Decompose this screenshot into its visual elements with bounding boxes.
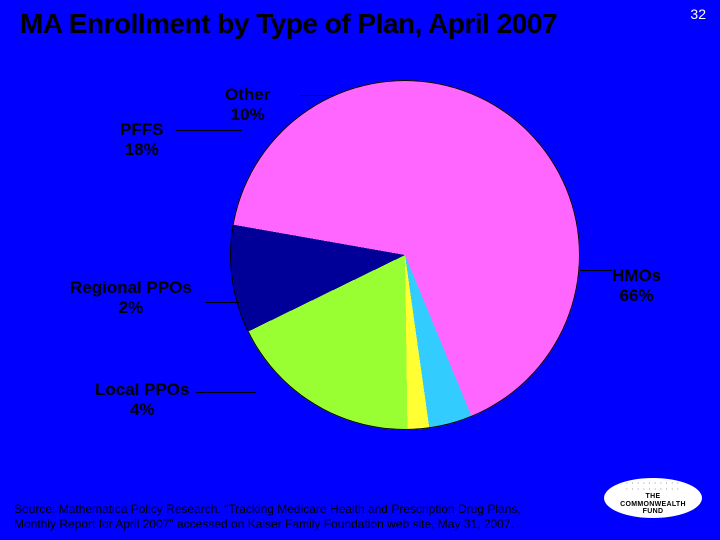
source-citation: Source: Mathematica Policy Research. "Tr… <box>14 502 534 532</box>
leader-line <box>205 302 239 303</box>
slide-canvas: MA Enrollment by Type of Plan, April 200… <box>0 0 720 540</box>
leader-line <box>176 130 242 131</box>
pie-label-other: Other 10% <box>225 85 270 126</box>
pie-label-local-ppos: Local PPOs 4% <box>95 380 189 421</box>
slide-title: MA Enrollment by Type of Plan, April 200… <box>20 8 557 40</box>
pie-label-pffs: PFFS 18% <box>120 120 163 161</box>
pie-label-hmos: HMOs 66% <box>612 266 661 307</box>
page-number: 32 <box>690 6 706 22</box>
leader-line <box>196 392 256 393</box>
pie-label-regional-ppos: Regional PPOs 2% <box>70 278 192 319</box>
logo-line2: COMMONWEALTH <box>620 501 686 508</box>
leader-line <box>300 95 334 96</box>
logo-line3: FUND <box>643 508 664 515</box>
pie-chart <box>230 80 580 430</box>
logo-line1: THE <box>646 493 661 500</box>
leader-line <box>580 270 612 271</box>
commonwealth-fund-logo: THE COMMONWEALTH FUND <box>604 478 702 518</box>
